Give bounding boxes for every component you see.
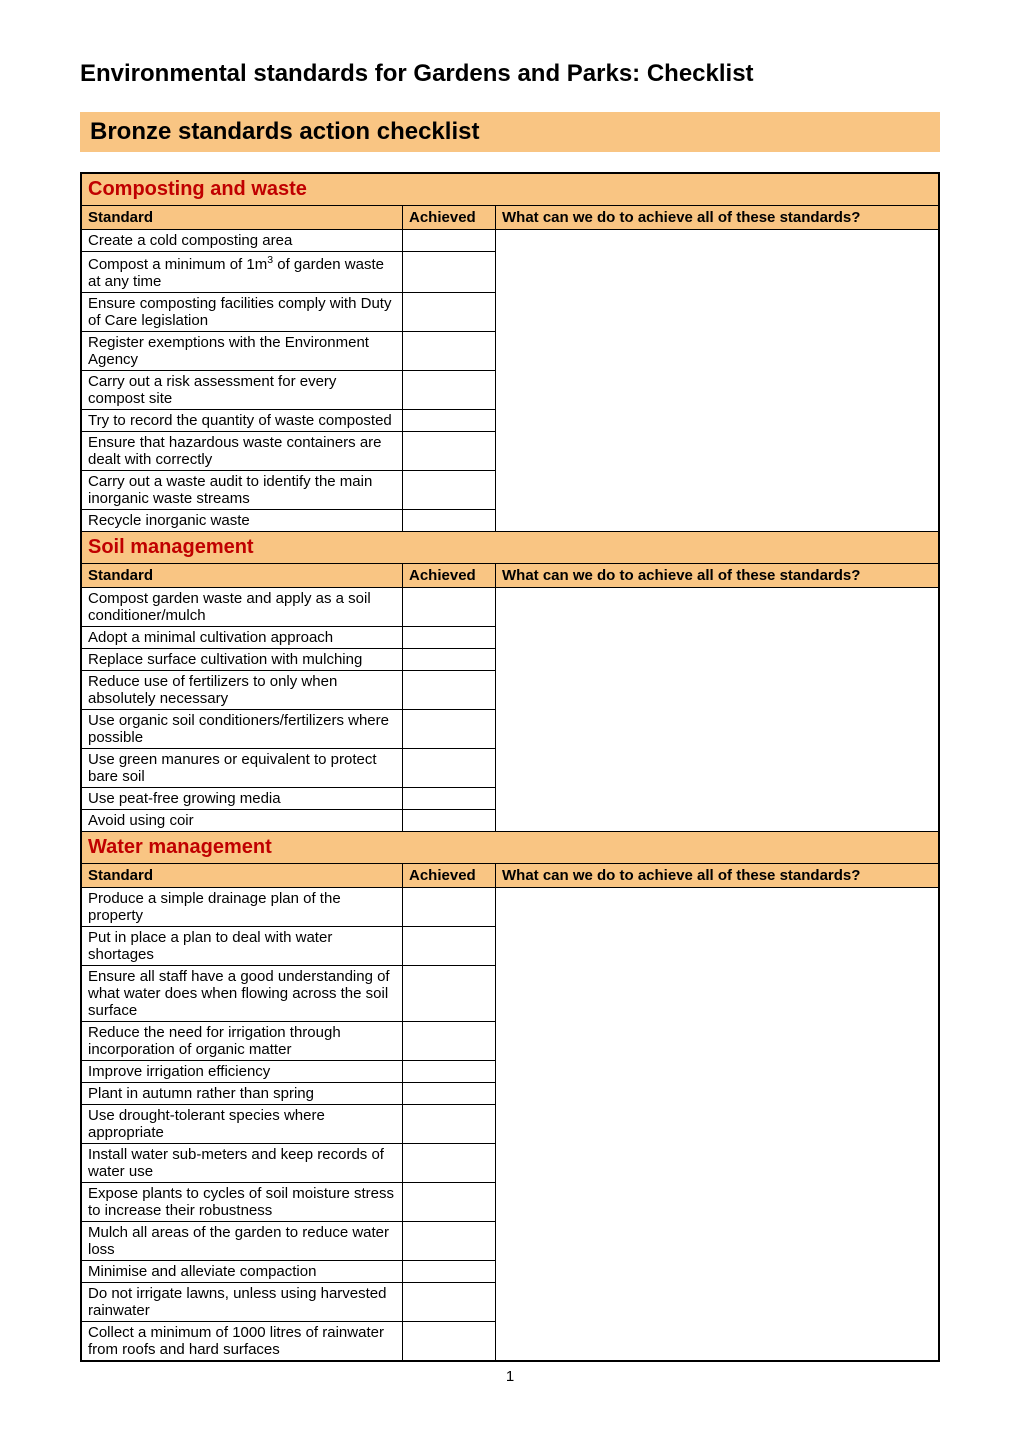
achieved-cell[interactable] — [403, 510, 496, 532]
achieved-cell[interactable] — [403, 410, 496, 432]
achieved-cell[interactable] — [403, 1083, 496, 1105]
achieved-cell[interactable] — [403, 1322, 496, 1362]
achieved-cell[interactable] — [403, 1105, 496, 1144]
achieved-cell[interactable] — [403, 749, 496, 788]
achieved-cell[interactable] — [403, 1061, 496, 1083]
achieved-cell[interactable] — [403, 710, 496, 749]
achieved-cell[interactable] — [403, 927, 496, 966]
table-row: Create a cold composting area — [81, 230, 939, 252]
achieved-cell[interactable] — [403, 627, 496, 649]
achieved-cell[interactable] — [403, 432, 496, 471]
achieved-cell[interactable] — [403, 588, 496, 627]
table-row: Produce a simple drainage plan of the pr… — [81, 888, 939, 927]
achieved-cell[interactable] — [403, 1222, 496, 1261]
column-header-notes: What can we do to achieve all of these s… — [496, 864, 940, 888]
standard-cell: Create a cold composting area — [81, 230, 403, 252]
achieved-cell[interactable] — [403, 1183, 496, 1222]
achieved-cell[interactable] — [403, 1261, 496, 1283]
section-header: Water management — [81, 832, 939, 864]
standard-cell: Ensure composting facilities comply with… — [81, 293, 403, 332]
column-header-notes: What can we do to achieve all of these s… — [496, 564, 940, 588]
checklist-title: Bronze standards action checklist — [80, 112, 940, 152]
standard-cell: Use peat-free growing media — [81, 788, 403, 810]
column-header-achieved: Achieved — [403, 564, 496, 588]
achieved-cell[interactable] — [403, 1144, 496, 1183]
achieved-cell[interactable] — [403, 371, 496, 410]
standard-cell: Try to record the quantity of waste comp… — [81, 410, 403, 432]
standard-cell: Reduce use of fertilizers to only when a… — [81, 671, 403, 710]
standard-cell: Put in place a plan to deal with water s… — [81, 927, 403, 966]
standard-cell: Compost a minimum of 1m3 of garden waste… — [81, 252, 403, 293]
achieved-cell[interactable] — [403, 649, 496, 671]
standard-cell: Expose plants to cycles of soil moisture… — [81, 1183, 403, 1222]
standard-cell: Carry out a risk assessment for every co… — [81, 371, 403, 410]
achieved-cell[interactable] — [403, 332, 496, 371]
achieved-cell[interactable] — [403, 471, 496, 510]
achieved-cell[interactable] — [403, 788, 496, 810]
standard-cell: Recycle inorganic waste — [81, 510, 403, 532]
notes-cell[interactable] — [496, 588, 940, 832]
standard-cell: Compost garden waste and apply as a soil… — [81, 588, 403, 627]
standard-cell: Improve irrigation efficiency — [81, 1061, 403, 1083]
column-header-standard: Standard — [81, 864, 403, 888]
section-header: Soil management — [81, 532, 939, 564]
standard-cell: Reduce the need for irrigation through i… — [81, 1022, 403, 1061]
section-header: Composting and waste — [81, 173, 939, 206]
standard-cell: Install water sub-meters and keep record… — [81, 1144, 403, 1183]
notes-cell[interactable] — [496, 230, 940, 532]
page-title: Environmental standards for Gardens and … — [80, 60, 940, 88]
standard-cell: Minimise and alleviate compaction — [81, 1261, 403, 1283]
standard-cell: Do not irrigate lawns, unless using harv… — [81, 1283, 403, 1322]
standard-cell: Collect a minimum of 1000 litres of rain… — [81, 1322, 403, 1362]
standard-cell: Carry out a waste audit to identify the … — [81, 471, 403, 510]
standard-cell: Ensure that hazardous waste containers a… — [81, 432, 403, 471]
achieved-cell[interactable] — [403, 1283, 496, 1322]
standard-cell: Replace surface cultivation with mulchin… — [81, 649, 403, 671]
achieved-cell[interactable] — [403, 230, 496, 252]
standard-cell: Use green manures or equivalent to prote… — [81, 749, 403, 788]
column-header-standard: Standard — [81, 206, 403, 230]
standard-cell: Mulch all areas of the garden to reduce … — [81, 1222, 403, 1261]
achieved-cell[interactable] — [403, 1022, 496, 1061]
achieved-cell[interactable] — [403, 293, 496, 332]
standard-cell: Ensure all staff have a good understandi… — [81, 966, 403, 1022]
standard-cell: Use drought-tolerant species where appro… — [81, 1105, 403, 1144]
standard-cell: Produce a simple drainage plan of the pr… — [81, 888, 403, 927]
achieved-cell[interactable] — [403, 252, 496, 293]
notes-cell[interactable] — [496, 888, 940, 1362]
standard-cell: Avoid using coir — [81, 810, 403, 832]
standard-cell: Plant in autumn rather than spring — [81, 1083, 403, 1105]
achieved-cell[interactable] — [403, 810, 496, 832]
page-number: 1 — [80, 1368, 940, 1385]
achieved-cell[interactable] — [403, 671, 496, 710]
standard-cell: Register exemptions with the Environment… — [81, 332, 403, 371]
achieved-cell[interactable] — [403, 888, 496, 927]
table-row: Compost garden waste and apply as a soil… — [81, 588, 939, 627]
standards-table: Composting and wasteStandardAchievedWhat… — [80, 172, 940, 1362]
column-header-achieved: Achieved — [403, 206, 496, 230]
column-header-standard: Standard — [81, 564, 403, 588]
standard-cell: Adopt a minimal cultivation approach — [81, 627, 403, 649]
standard-cell: Use organic soil conditioners/fertilizer… — [81, 710, 403, 749]
column-header-achieved: Achieved — [403, 864, 496, 888]
column-header-notes: What can we do to achieve all of these s… — [496, 206, 940, 230]
achieved-cell[interactable] — [403, 966, 496, 1022]
